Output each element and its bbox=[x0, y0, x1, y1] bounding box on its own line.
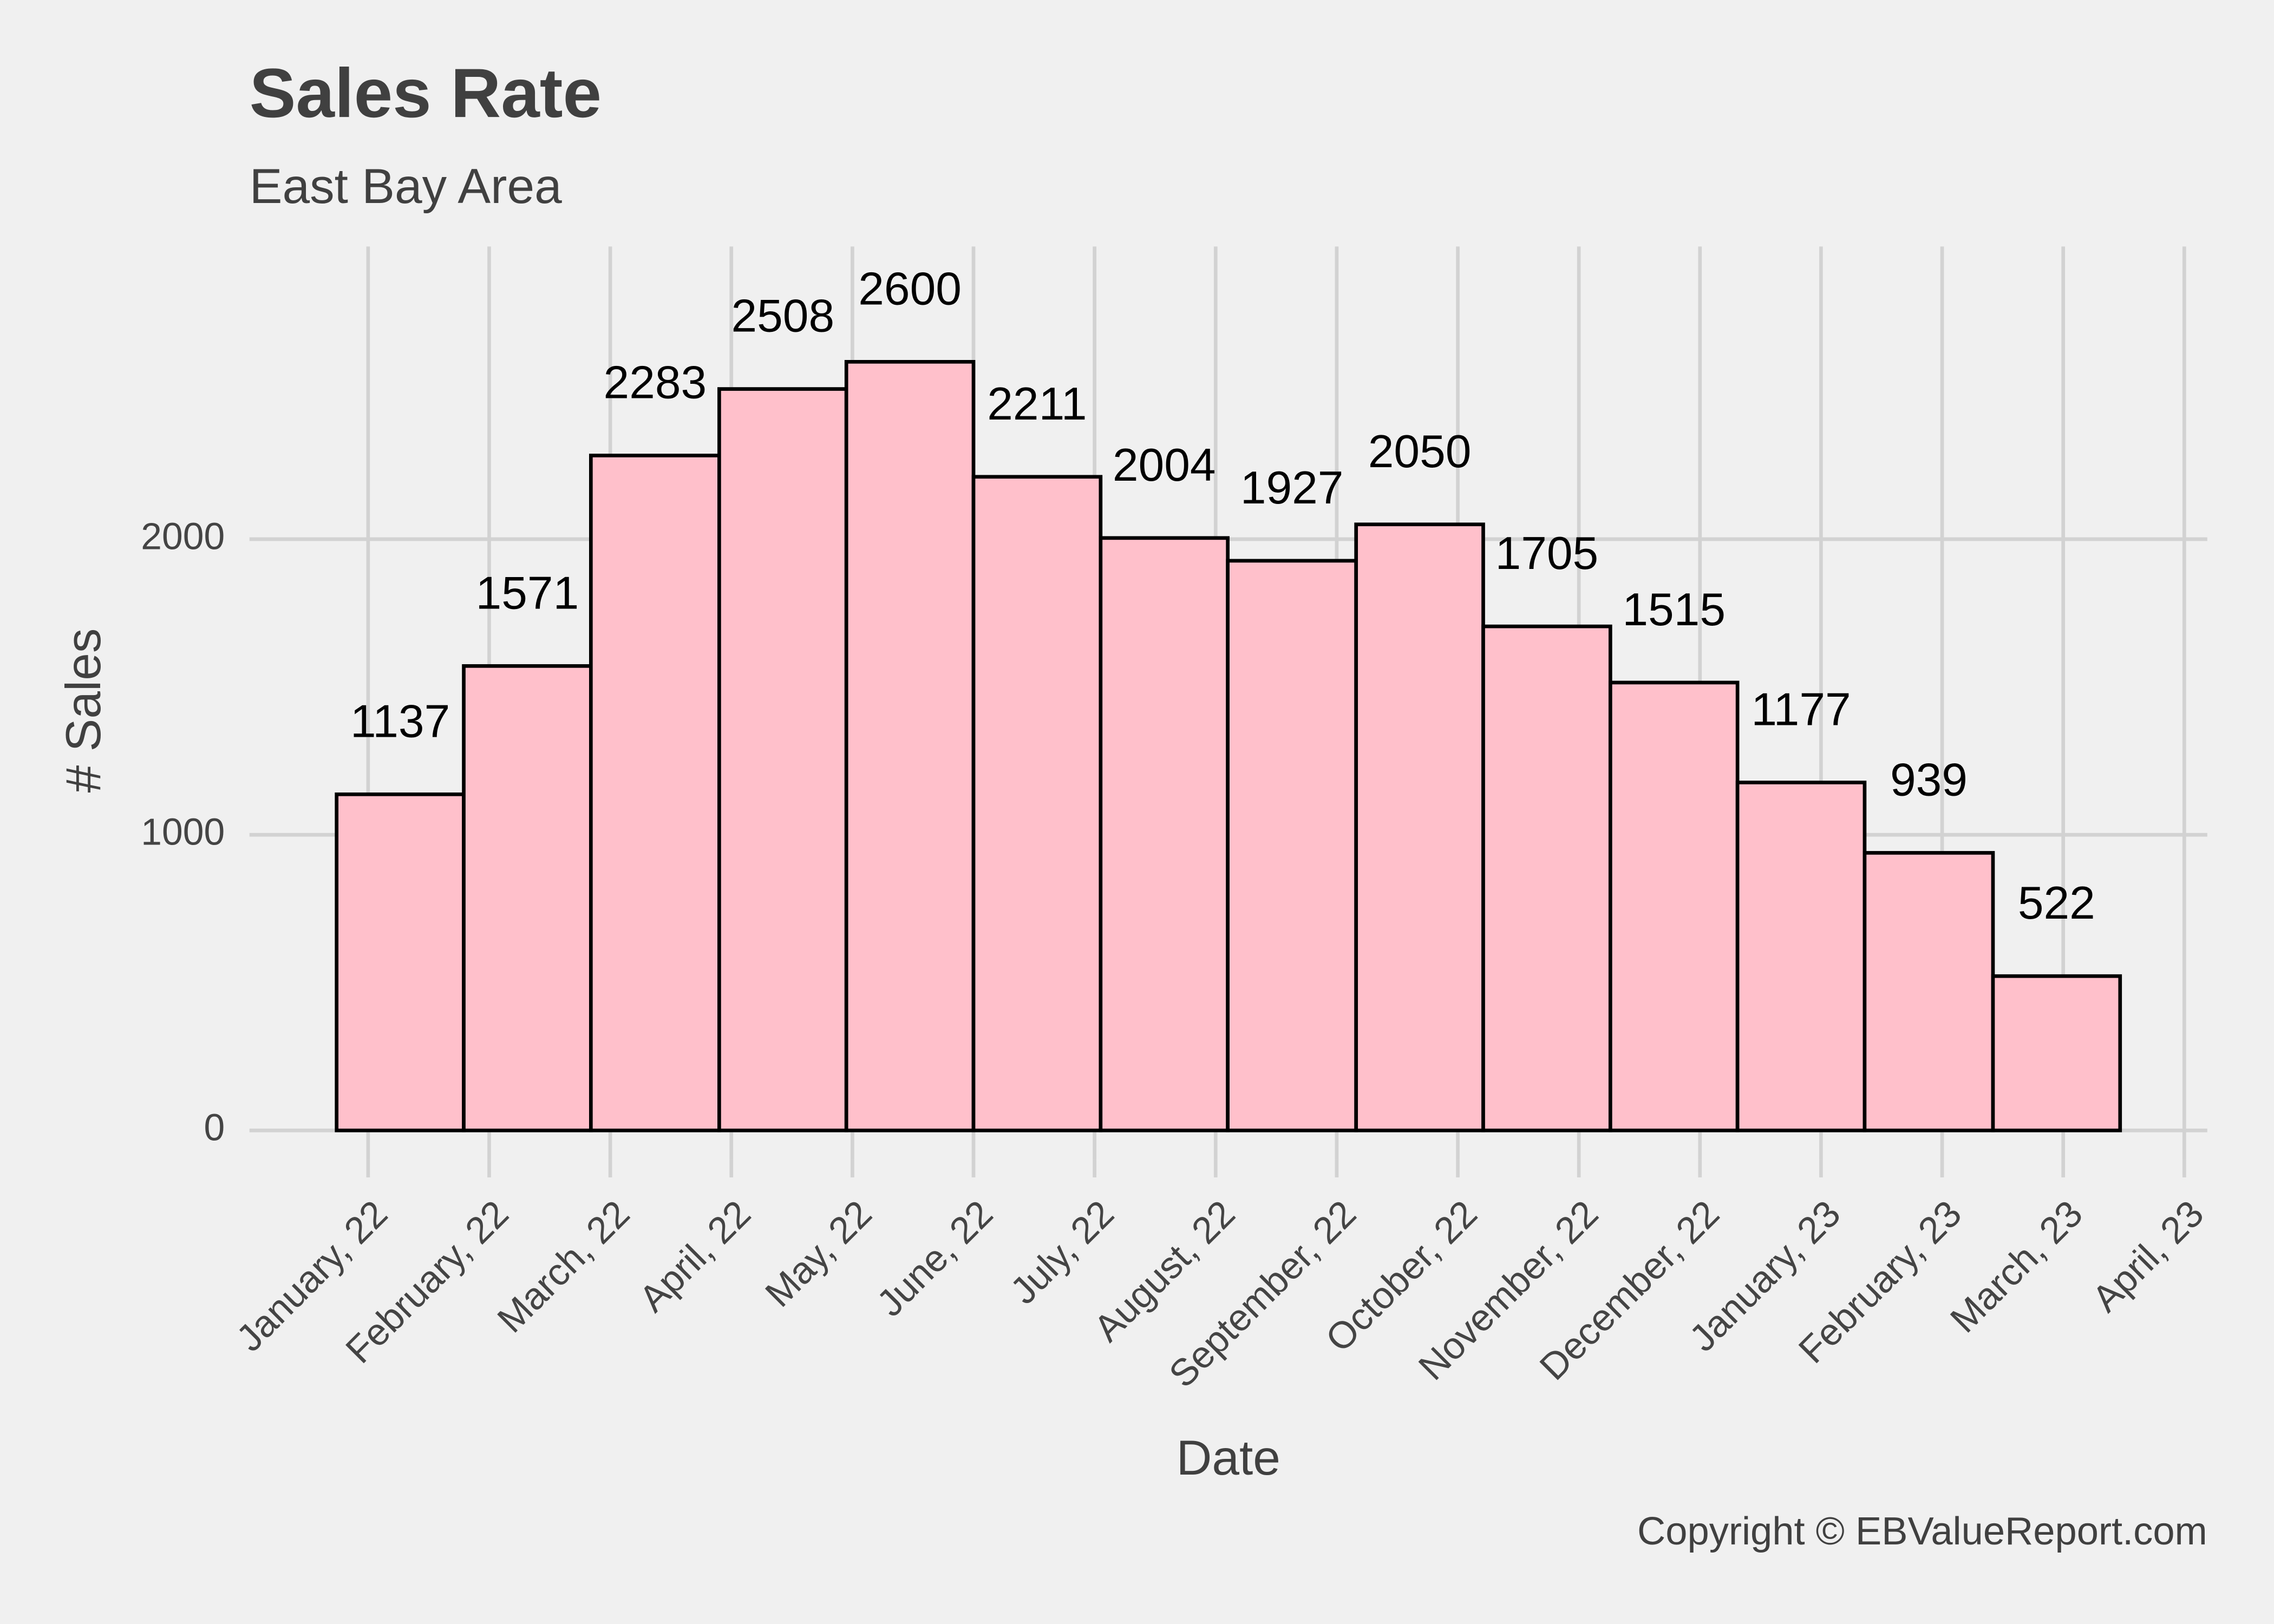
bar bbox=[1099, 536, 1230, 1132]
bar bbox=[971, 475, 1103, 1132]
value-label: 2211 bbox=[987, 378, 1087, 430]
bar bbox=[1354, 522, 1485, 1132]
bar bbox=[717, 387, 848, 1132]
bar bbox=[1863, 851, 1995, 1132]
bar bbox=[844, 359, 976, 1132]
y-tick-label: 0 bbox=[204, 1106, 225, 1149]
value-label: 2508 bbox=[731, 290, 834, 342]
bar bbox=[1226, 559, 1358, 1132]
value-label: 1177 bbox=[1751, 684, 1851, 736]
y-tick-label: 1000 bbox=[141, 811, 225, 853]
chart-title: Sales Rate bbox=[250, 55, 602, 132]
bar bbox=[462, 664, 593, 1132]
bar bbox=[589, 454, 721, 1132]
value-label: 1705 bbox=[1495, 527, 1599, 579]
value-label: 1927 bbox=[1240, 462, 1344, 514]
value-label: 1137 bbox=[350, 695, 450, 747]
chart-subtitle: East Bay Area bbox=[250, 159, 562, 214]
value-label: 522 bbox=[2018, 877, 2095, 929]
bar bbox=[1991, 974, 2122, 1132]
value-label: 2004 bbox=[1113, 439, 1216, 491]
value-label: 1515 bbox=[1622, 584, 1726, 636]
value-label: 1571 bbox=[476, 567, 579, 619]
y-axis-title: # Sales bbox=[56, 628, 111, 793]
value-label: 939 bbox=[1890, 754, 1968, 806]
value-label: 2600 bbox=[858, 263, 962, 315]
x-axis-title: Date bbox=[1177, 1431, 1280, 1485]
bar bbox=[1481, 624, 1612, 1132]
y-tick-label: 2000 bbox=[141, 515, 225, 557]
bar bbox=[1608, 680, 1740, 1132]
value-label: 2283 bbox=[604, 357, 707, 409]
bar bbox=[335, 792, 466, 1132]
value-label: 2050 bbox=[1368, 425, 1472, 477]
bar bbox=[1735, 781, 1867, 1132]
caption: Copyright © EBValueReport.com bbox=[1637, 1510, 2207, 1553]
